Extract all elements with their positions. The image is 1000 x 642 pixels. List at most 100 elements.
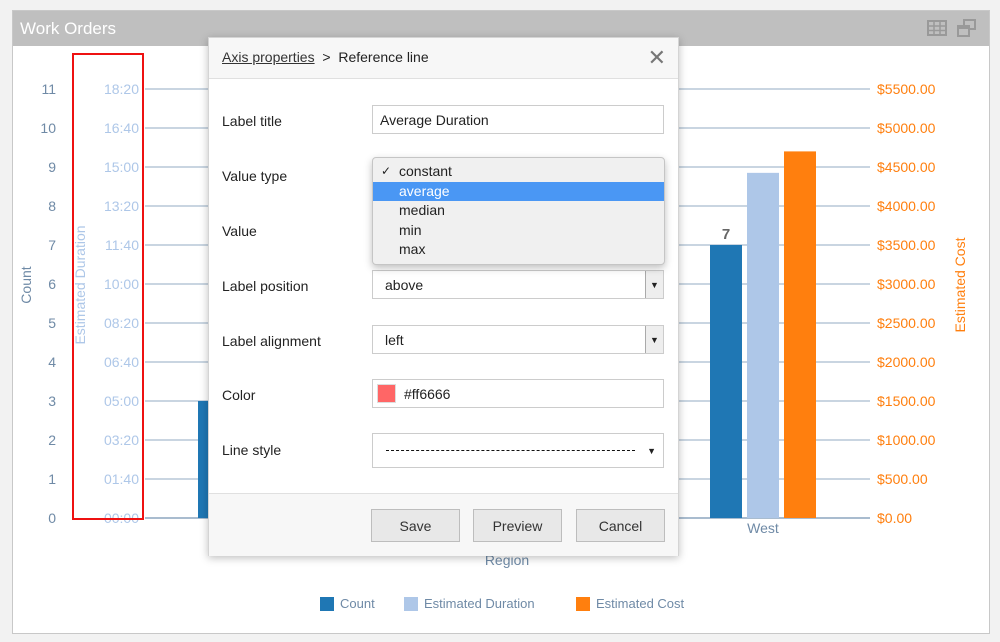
cost-tick-label: $2000.00 bbox=[877, 354, 936, 370]
label-position-select[interactable]: above ▼ bbox=[372, 270, 664, 299]
line-style-label: Line style bbox=[222, 442, 282, 458]
color-hash: # bbox=[404, 385, 412, 402]
chevron-down-icon: ▼ bbox=[645, 326, 663, 353]
cost-tick-label: $1500.00 bbox=[877, 393, 936, 409]
dialog-header: Axis properties > Reference line ✕ bbox=[209, 38, 678, 79]
caret-down-icon: ▼ bbox=[647, 445, 656, 456]
option-min[interactable]: min bbox=[373, 221, 664, 241]
cost-tick-label: $1000.00 bbox=[877, 432, 936, 448]
count-tick-label: 1 bbox=[48, 471, 56, 487]
cost-tick-label: $3000.00 bbox=[877, 276, 936, 292]
count-tick-label: 11 bbox=[41, 81, 56, 97]
highlight-box bbox=[72, 53, 144, 520]
bar-data-label: 7 bbox=[722, 226, 730, 243]
panel-title: Work Orders bbox=[20, 19, 117, 38]
option-average[interactable]: average bbox=[373, 181, 664, 201]
count-tick-label: 8 bbox=[48, 198, 56, 214]
cost-tick-label: $3500.00 bbox=[877, 237, 936, 253]
duration-tick-label: 01:40 bbox=[104, 471, 139, 487]
count-tick-label: 5 bbox=[48, 315, 56, 331]
line-style-select[interactable]: ▼ bbox=[372, 433, 664, 468]
breadcrumb-separator: > bbox=[322, 49, 331, 65]
legend-label: Estimated Duration bbox=[424, 596, 535, 611]
count-tick-label: 9 bbox=[48, 159, 56, 175]
bar-estimated-duration bbox=[747, 172, 779, 518]
reference-line-dialog: Axis properties > Reference line ✕ Label… bbox=[208, 37, 679, 556]
duration-tick-label: 10:00 bbox=[104, 276, 139, 292]
option-label: min bbox=[399, 221, 422, 238]
duration-tick-label: 11:40 bbox=[105, 237, 139, 253]
option-median[interactable]: median bbox=[373, 201, 664, 221]
value-type-dropdown[interactable]: ✓ constant average median min max bbox=[372, 157, 665, 265]
cost-tick-label: $2500.00 bbox=[877, 315, 936, 331]
checkmark-icon: ✓ bbox=[381, 164, 392, 178]
value-type-label: Value type bbox=[222, 168, 288, 184]
option-constant[interactable]: ✓ constant bbox=[373, 162, 664, 182]
label-title-input[interactable]: Average Duration bbox=[372, 105, 664, 134]
cost-tick-label: $4500.00 bbox=[877, 159, 936, 175]
bar-count bbox=[710, 245, 742, 518]
cost-tick-label: $500.00 bbox=[877, 471, 928, 487]
legend-swatch bbox=[320, 596, 334, 611]
preview-button[interactable]: Preview bbox=[473, 509, 562, 542]
axis-properties-link[interactable]: Axis properties bbox=[222, 49, 315, 65]
color-swatch[interactable] bbox=[377, 384, 396, 403]
cancel-button[interactable]: Cancel bbox=[576, 509, 665, 542]
label-title-label: Label title bbox=[222, 113, 282, 129]
restore-window-icon[interactable] bbox=[957, 19, 977, 37]
option-label: average bbox=[399, 182, 450, 199]
chevron-down-icon: ▼ bbox=[645, 271, 663, 298]
legend-label: Estimated Cost bbox=[596, 596, 685, 611]
legend-swatch bbox=[404, 596, 418, 611]
count-tick-label: 4 bbox=[48, 354, 56, 370]
legend-item-count[interactable]: Count bbox=[320, 596, 375, 611]
cost-tick-label: $4000.00 bbox=[877, 198, 936, 214]
cost-tick-label: $5500.00 bbox=[877, 81, 936, 97]
select-value: left bbox=[385, 331, 404, 348]
table-icon[interactable] bbox=[927, 19, 947, 37]
x-axis-title: Region bbox=[485, 552, 529, 568]
count-tick-label: 3 bbox=[48, 393, 56, 409]
count-tick-label: 0 bbox=[48, 510, 56, 526]
option-max[interactable]: max bbox=[373, 240, 664, 260]
breadcrumb-current: Reference line bbox=[338, 49, 429, 65]
dashed-line-preview bbox=[386, 450, 636, 451]
dialog-footer: Save Preview Cancel bbox=[209, 493, 678, 556]
duration-tick-label: 18:20 bbox=[104, 81, 139, 97]
legend-item-duration[interactable]: Estimated Duration bbox=[404, 596, 535, 611]
count-tick-label: 10 bbox=[40, 120, 56, 136]
duration-tick-label: 13:20 bbox=[104, 198, 139, 214]
count-tick-label: 7 bbox=[48, 237, 56, 253]
duration-tick-label: 16:40 bbox=[104, 120, 139, 136]
select-value: above bbox=[385, 276, 424, 293]
legend-label: Count bbox=[340, 596, 375, 611]
category-label: West bbox=[747, 520, 779, 536]
cost-tick-label: $5000.00 bbox=[877, 120, 936, 136]
count-tick-label: 2 bbox=[48, 432, 56, 448]
legend-item-cost[interactable]: Estimated Cost bbox=[576, 596, 684, 611]
legend-swatch bbox=[576, 596, 590, 611]
duration-axis-title: Estimated Duration bbox=[72, 225, 88, 344]
value-label: Value bbox=[222, 223, 257, 239]
duration-tick-label: 03:20 bbox=[104, 432, 139, 448]
option-label: max bbox=[399, 241, 426, 257]
color-label: Color bbox=[222, 387, 256, 403]
bar-estimated-cost bbox=[784, 151, 816, 518]
close-icon[interactable]: ✕ bbox=[647, 45, 666, 70]
label-alignment-label: Label alignment bbox=[222, 333, 321, 349]
breadcrumb: Axis properties > Reference line bbox=[222, 49, 429, 65]
save-button[interactable]: Save bbox=[371, 509, 460, 542]
label-position-label: Label position bbox=[222, 278, 309, 294]
option-label: constant bbox=[399, 163, 452, 179]
color-value: ff6666 bbox=[411, 385, 451, 402]
duration-tick-label: 05:00 bbox=[104, 393, 139, 409]
count-axis-title: Count bbox=[18, 266, 34, 303]
color-input[interactable]: # ff6666 bbox=[372, 379, 664, 408]
cost-tick-label: $0.00 bbox=[877, 510, 912, 526]
duration-tick-label: 06:40 bbox=[104, 354, 139, 370]
option-label: median bbox=[399, 202, 445, 218]
cost-axis-title: Estimated Cost bbox=[952, 237, 968, 332]
label-alignment-select[interactable]: left ▼ bbox=[372, 325, 664, 354]
duration-tick-label: 15:00 bbox=[104, 159, 139, 175]
count-tick-label: 6 bbox=[48, 276, 56, 292]
